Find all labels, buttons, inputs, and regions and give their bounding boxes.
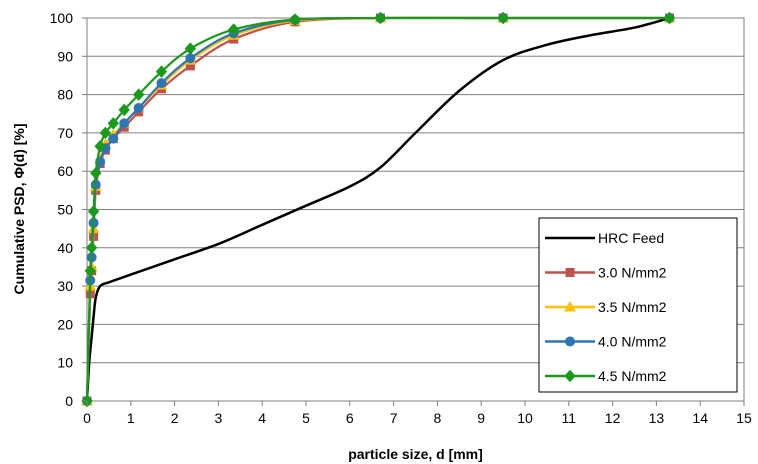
series-0	[85, 16, 670, 402]
y-tick-label-1: 10	[57, 355, 73, 371]
x-tick-label-7: 7	[390, 410, 398, 426]
x-axis-ticks: 0 1 2 3 4 5 6 7 8 9 10 11 12 13 14 15	[83, 401, 752, 426]
x-tick-label-6: 6	[346, 410, 354, 426]
series-4-point-2	[85, 241, 98, 255]
series-4-point-11	[184, 42, 197, 55]
legend-marker-3	[565, 336, 575, 347]
series-3-point-7	[108, 133, 119, 144]
y-tick-label-5: 50	[57, 202, 73, 218]
x-axis-label: particle size, d [mm]	[348, 446, 483, 462]
legend: HRC Feed 3.0 N/mm2 3.5 N/mm2 4.0 N/mm2 4.5 N…	[538, 217, 738, 393]
series-line-0	[85, 16, 670, 402]
series-3-point-11	[185, 53, 196, 64]
series-4-point-14	[374, 11, 387, 25]
y-tick-label-4: 40	[57, 240, 73, 256]
y-axis-ticks: 0 10 20 30 40 50 60 70 80 90 100	[50, 10, 87, 409]
series-3-point-9	[133, 103, 144, 114]
x-tick-label-14: 14	[692, 410, 708, 426]
y-axis-label: Cumulative PSD, Φ(d) [%]	[11, 124, 27, 295]
series-4-point-4	[90, 166, 102, 180]
legend-marker-4	[564, 369, 576, 383]
legend-item-1: 3.0 N/mm2	[545, 265, 667, 281]
series-4-point-5	[94, 140, 106, 153]
legend-item-2: 3.5 N/mm2	[545, 299, 667, 315]
legend-label-0: HRC Feed	[598, 230, 664, 246]
x-tick-label-11: 11	[562, 410, 577, 426]
series-4-point-10	[155, 65, 168, 78]
series-4-point-15	[497, 11, 509, 25]
y-tick-label-9: 90	[57, 48, 73, 64]
y-tick-label-7: 70	[57, 125, 73, 141]
y-tick-label-6: 60	[57, 163, 73, 179]
series-4-point-7	[107, 117, 119, 130]
x-tick-label-2: 2	[171, 410, 179, 426]
series-4-point-6	[99, 126, 112, 140]
x-tick-label-9: 9	[477, 410, 485, 426]
legend-item-0: HRC Feed	[545, 230, 664, 246]
x-tick-label-8: 8	[434, 410, 442, 426]
series-3-point-10	[156, 78, 167, 89]
x-tick-label-15: 15	[736, 410, 752, 426]
x-tick-label-13: 13	[649, 410, 665, 426]
x-tick-label-12: 12	[605, 410, 621, 426]
x-tick-label-3: 3	[215, 410, 223, 426]
y-tick-label-10: 100	[50, 10, 74, 26]
series-layer	[81, 11, 676, 408]
series-4-point-16	[663, 11, 676, 25]
x-tick-label-4: 4	[258, 410, 266, 426]
series-4-point-8	[118, 103, 130, 117]
series-3-point-8	[119, 118, 130, 129]
x-tick-label-1: 1	[127, 410, 135, 426]
legend-item-4: 4.5 N/mm2	[545, 368, 667, 384]
legend-label-1: 3.0 N/mm2	[598, 265, 667, 281]
legend-label-4: 4.5 N/mm2	[598, 368, 667, 384]
x-tick-label-5: 5	[302, 410, 310, 426]
y-tick-label-3: 30	[57, 278, 73, 294]
series-4-point-3	[87, 205, 100, 218]
legend-label-3: 4.0 N/mm2	[598, 334, 667, 350]
x-tick-label-10: 10	[517, 410, 533, 426]
legend-marker-2	[564, 300, 576, 312]
series-4-point-12	[228, 23, 240, 36]
series-4-point-13	[289, 13, 301, 26]
y-tick-label-0: 0	[65, 393, 73, 409]
series-4-point-1	[84, 264, 96, 278]
y-tick-label-2: 20	[57, 316, 73, 332]
legend-marker-1	[565, 268, 575, 277]
legend-label-2: 3.5 N/mm2	[598, 299, 667, 315]
y-tick-label-8: 80	[57, 87, 73, 103]
legend-item-3: 4.0 N/mm2	[545, 334, 667, 350]
series-4-point-9	[133, 88, 145, 101]
series-4	[81, 11, 676, 408]
x-tick-label-0: 0	[83, 410, 91, 426]
